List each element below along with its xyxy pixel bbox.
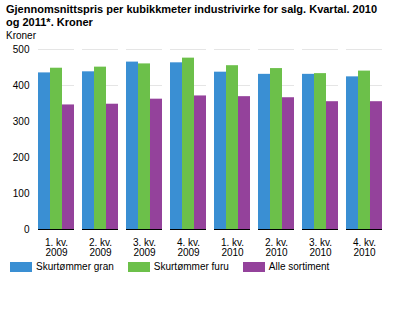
svg-text:400: 400 <box>13 80 30 91</box>
html-text:Gjennomsnittspris per kubikkme: Gjennomsnittspris per kubikkmeter indust… <box>6 3 378 28</box>
svg-text:3. kv.2009: 3. kv.2009 <box>133 237 156 258</box>
html-text:Alle sortiment: Alle sortiment <box>268 261 330 272</box>
svg-text:300: 300 <box>13 116 30 127</box>
svg-text:4. kv.2010: 4. kv.2010 <box>353 237 376 258</box>
svg-text:1. kv.2010: 1. kv.2010 <box>221 237 244 258</box>
svg-text:3. kv.2010: 3. kv.2010 <box>309 237 332 258</box>
html-text:Kroner: Kroner <box>6 30 36 41</box>
svg-text:200: 200 <box>13 152 30 163</box>
svg-text:2. kv.2010: 2. kv.2010 <box>265 237 288 258</box>
html-text:Skurtømmer gran: Skurtømmer gran <box>36 261 114 272</box>
svg-text:1. kv.2009: 1. kv.2009 <box>45 237 68 258</box>
svg-text:0: 0 <box>24 224 30 235</box>
html-text:Skurtømmer furu: Skurtømmer furu <box>153 261 229 272</box>
svg-text:4. kv.2009: 4. kv.2009 <box>177 237 200 258</box>
svg-text:2. kv.2009: 2. kv.2009 <box>89 237 112 258</box>
svg-text:500: 500 <box>13 44 30 55</box>
svg-text:100: 100 <box>13 188 30 199</box>
